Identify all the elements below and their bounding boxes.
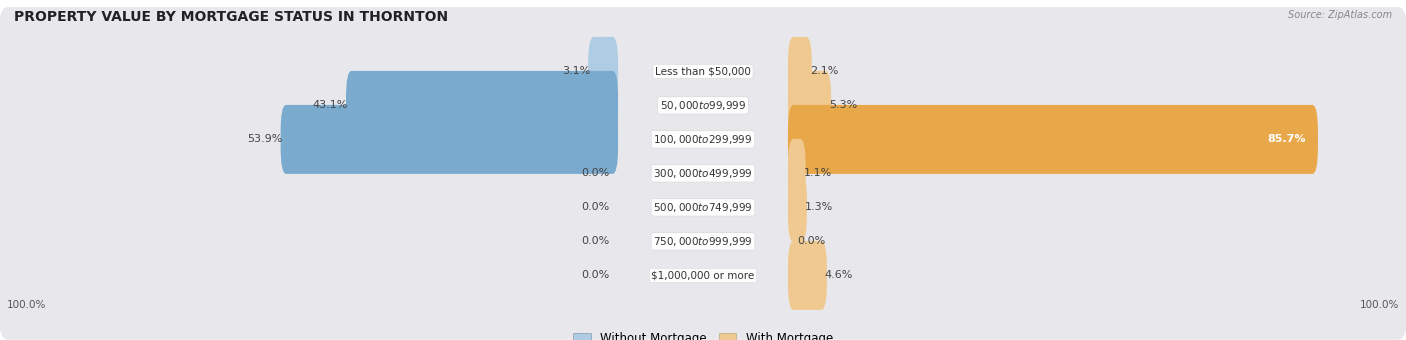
Text: 0.0%: 0.0%: [581, 168, 609, 179]
Text: $1,000,000 or more: $1,000,000 or more: [651, 270, 755, 280]
Text: 100.0%: 100.0%: [7, 300, 46, 310]
Text: Source: ZipAtlas.com: Source: ZipAtlas.com: [1288, 10, 1392, 20]
Legend: Without Mortgage, With Mortgage: Without Mortgage, With Mortgage: [568, 328, 838, 340]
FancyBboxPatch shape: [787, 37, 811, 106]
Text: $300,000 to $499,999: $300,000 to $499,999: [654, 167, 752, 180]
Text: 53.9%: 53.9%: [247, 134, 283, 144]
Text: 100.0%: 100.0%: [1360, 300, 1399, 310]
Text: $100,000 to $299,999: $100,000 to $299,999: [654, 133, 752, 146]
FancyBboxPatch shape: [787, 241, 827, 310]
FancyBboxPatch shape: [787, 173, 807, 242]
Text: $750,000 to $999,999: $750,000 to $999,999: [654, 235, 752, 248]
FancyBboxPatch shape: [0, 211, 1406, 340]
FancyBboxPatch shape: [0, 177, 1406, 306]
Text: $500,000 to $749,999: $500,000 to $749,999: [654, 201, 752, 214]
FancyBboxPatch shape: [787, 71, 831, 140]
Text: 85.7%: 85.7%: [1267, 134, 1305, 144]
Text: 1.3%: 1.3%: [804, 202, 834, 212]
FancyBboxPatch shape: [346, 71, 619, 140]
Text: 43.1%: 43.1%: [312, 100, 349, 110]
FancyBboxPatch shape: [588, 37, 619, 106]
FancyBboxPatch shape: [0, 109, 1406, 238]
Text: PROPERTY VALUE BY MORTGAGE STATUS IN THORNTON: PROPERTY VALUE BY MORTGAGE STATUS IN THO…: [14, 10, 449, 24]
FancyBboxPatch shape: [0, 143, 1406, 272]
Text: 0.0%: 0.0%: [797, 236, 825, 246]
FancyBboxPatch shape: [0, 75, 1406, 204]
Text: 0.0%: 0.0%: [581, 236, 609, 246]
Text: 5.3%: 5.3%: [830, 100, 858, 110]
FancyBboxPatch shape: [281, 105, 619, 174]
FancyBboxPatch shape: [787, 139, 806, 208]
Text: $50,000 to $99,999: $50,000 to $99,999: [659, 99, 747, 112]
Text: 0.0%: 0.0%: [581, 202, 609, 212]
Text: 1.1%: 1.1%: [804, 168, 832, 179]
Text: 3.1%: 3.1%: [562, 66, 591, 76]
FancyBboxPatch shape: [787, 105, 1317, 174]
FancyBboxPatch shape: [0, 41, 1406, 170]
Text: 2.1%: 2.1%: [810, 66, 838, 76]
Text: 4.6%: 4.6%: [825, 270, 853, 280]
FancyBboxPatch shape: [0, 7, 1406, 136]
Text: Less than $50,000: Less than $50,000: [655, 66, 751, 76]
Text: 0.0%: 0.0%: [581, 270, 609, 280]
